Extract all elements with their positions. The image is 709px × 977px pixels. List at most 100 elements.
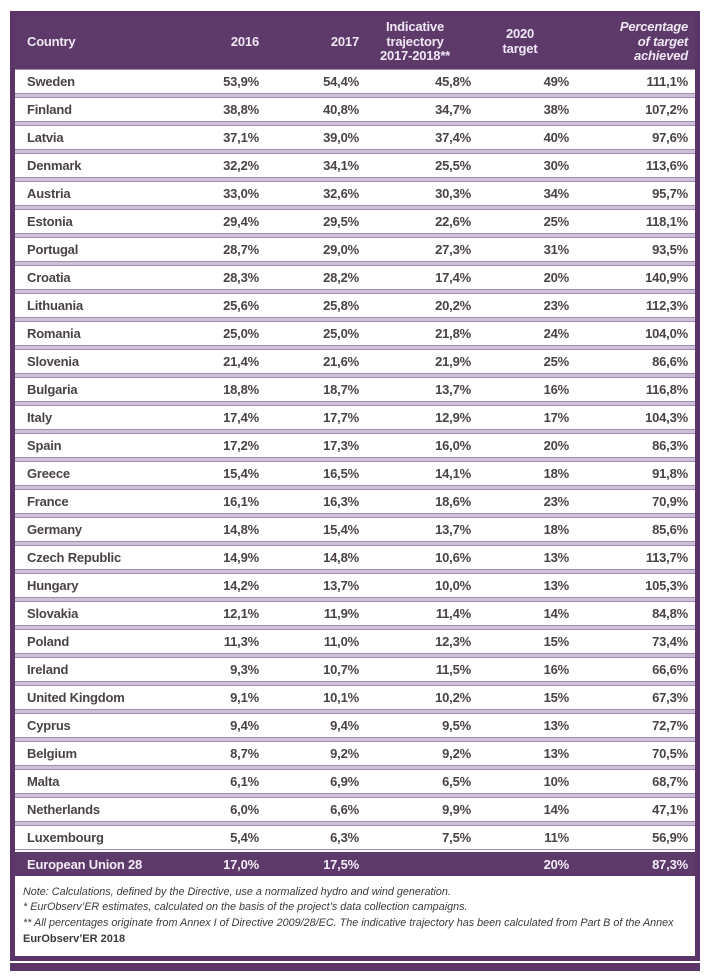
total-2017-cell: 17,5%: [323, 856, 359, 872]
target-2020-cell: 18%: [543, 522, 570, 537]
table-row: Lithuania 25,6% 25,8% 20,2% 23% 112,3%: [15, 293, 695, 318]
value-2016-cell: 32,2%: [223, 158, 259, 173]
country-name-cell: Hungary: [27, 578, 79, 593]
value-2017-cell: 6,6%: [330, 802, 359, 817]
col-header-pct-achieved: Percentage of target achieved: [619, 19, 688, 64]
trajectory-cell: 7,5%: [442, 830, 471, 845]
trajectory-cell: 21,8%: [435, 326, 471, 341]
trajectory-cell: 34,7%: [435, 102, 471, 117]
country-name-cell: Netherlands: [27, 802, 100, 817]
value-2017-cell: 16,5%: [323, 466, 359, 481]
trajectory-cell: 12,9%: [435, 410, 471, 425]
table-row: Poland 11,3% 11,0% 12,3% 15% 73,4%: [15, 629, 695, 654]
pct-achieved-cell: 93,5%: [652, 242, 688, 257]
value-2017-cell: 29,5%: [323, 214, 359, 229]
country-name-cell: Germany: [27, 522, 82, 537]
target-2020-cell: 49%: [543, 74, 570, 89]
country-name-cell: Slovenia: [27, 354, 79, 369]
pct-achieved-cell: 67,3%: [652, 690, 688, 705]
table-row: Finland 38,8% 40,8% 34,7% 38% 107,2%: [15, 97, 695, 122]
trajectory-cell: 10,0%: [435, 578, 471, 593]
target-2020-cell: 13%: [543, 746, 570, 761]
country-name-cell: Sweden: [27, 74, 75, 89]
trajectory-cell: 16,0%: [435, 438, 471, 453]
target-2020-cell: 16%: [543, 382, 570, 397]
pct-achieved-cell: 97,6%: [652, 130, 688, 145]
target-2020-cell: 24%: [543, 326, 570, 341]
pct-achieved-cell: 86,3%: [652, 438, 688, 453]
trajectory-cell: 9,2%: [442, 746, 471, 761]
total-row-eu28: European Union 28 17,0% 17,5% 20% 87,3%: [15, 852, 695, 876]
pct-achieved-cell: 107,2%: [645, 102, 688, 117]
country-name-cell: Luxembourg: [27, 830, 104, 845]
country-name-cell: Lithuania: [27, 298, 83, 313]
col-header-2016: 2016: [230, 33, 259, 49]
trajectory-cell: 27,3%: [435, 242, 471, 257]
value-2017-cell: 40,8%: [323, 102, 359, 117]
target-2020-cell: 13%: [543, 550, 570, 565]
target-2020-cell: 25%: [543, 214, 570, 229]
pct-achieved-cell: 86,6%: [652, 354, 688, 369]
trajectory-cell: 13,7%: [435, 382, 471, 397]
value-2016-cell: 29,4%: [223, 214, 259, 229]
value-2016-cell: 21,4%: [223, 354, 259, 369]
value-2017-cell: 28,2%: [323, 270, 359, 285]
value-2017-cell: 10,1%: [323, 690, 359, 705]
table-row: Croatia 28,3% 28,2% 17,4% 20% 140,9%: [15, 265, 695, 290]
value-2017-cell: 16,3%: [323, 494, 359, 509]
trajectory-cell: 30,3%: [435, 186, 471, 201]
country-name-cell: Croatia: [27, 270, 71, 285]
country-name-cell: Italy: [27, 410, 53, 425]
value-2017-cell: 29,0%: [323, 242, 359, 257]
trajectory-cell: 6,5%: [442, 774, 471, 789]
country-name-cell: Czech Republic: [27, 550, 121, 565]
value-2017-cell: 11,0%: [323, 634, 359, 649]
table-row: Slovenia 21,4% 21,6% 21,9% 25% 86,6%: [15, 349, 695, 374]
value-2017-cell: 13,7%: [323, 578, 359, 593]
trajectory-cell: 11,4%: [435, 606, 471, 621]
country-name-cell: Spain: [27, 438, 62, 453]
country-name-cell: United Kingdom: [27, 690, 125, 705]
table-row: Portugal 28,7% 29,0% 27,3% 31% 93,5%: [15, 237, 695, 262]
pct-achieved-cell: 118,1%: [645, 214, 688, 229]
target-2020-cell: 23%: [543, 494, 570, 509]
footnotes: Note: Calculations, defined by the Direc…: [15, 879, 695, 956]
value-2016-cell: 8,7%: [230, 746, 259, 761]
country-name-cell: Malta: [27, 774, 60, 789]
value-2017-cell: 32,6%: [323, 186, 359, 201]
pct-achieved-cell: 73,4%: [652, 634, 688, 649]
table-row: France 16,1% 16,3% 18,6% 23% 70,9%: [15, 489, 695, 514]
country-name-cell: Latvia: [27, 130, 64, 145]
table-row: Belgium 8,7% 9,2% 9,2% 13% 70,5%: [15, 741, 695, 766]
table-row: Hungary 14,2% 13,7% 10,0% 13% 105,3%: [15, 573, 695, 598]
col-header-2017: 2017: [330, 33, 359, 49]
target-2020-cell: 15%: [543, 690, 570, 705]
total-target-2020-cell: 20%: [543, 856, 570, 872]
target-2020-cell: 14%: [543, 802, 570, 817]
country-name-cell: France: [27, 494, 69, 509]
target-2020-cell: 10%: [543, 774, 570, 789]
trajectory-cell: 11,5%: [435, 662, 471, 677]
country-name-cell: Greece: [27, 466, 70, 481]
target-2020-cell: 13%: [543, 578, 570, 593]
value-2016-cell: 14,8%: [223, 522, 259, 537]
target-2020-cell: 14%: [543, 606, 570, 621]
table-header-row: Country 2016 2017 Indicative trajectory …: [15, 16, 695, 69]
target-2020-cell: 25%: [543, 354, 570, 369]
value-2016-cell: 28,3%: [223, 270, 259, 285]
pct-achieved-cell: 66,6%: [652, 662, 688, 677]
target-2020-cell: 20%: [543, 438, 570, 453]
pct-achieved-cell: 116,8%: [645, 382, 688, 397]
target-2020-cell: 17%: [543, 410, 570, 425]
value-2017-cell: 9,2%: [330, 746, 359, 761]
target-2020-cell: 23%: [543, 298, 570, 313]
trajectory-cell: 21,9%: [435, 354, 471, 369]
country-name-cell: Ireland: [27, 662, 69, 677]
pct-achieved-cell: 91,8%: [652, 466, 688, 481]
table-row: Greece 15,4% 16,5% 14,1% 18% 91,8%: [15, 461, 695, 486]
pct-achieved-cell: 85,6%: [652, 522, 688, 537]
country-name-cell: Denmark: [27, 158, 82, 173]
value-2017-cell: 11,9%: [323, 606, 359, 621]
table-row: Italy 17,4% 17,7% 12,9% 17% 104,3%: [15, 405, 695, 430]
target-2020-cell: 34%: [543, 186, 570, 201]
